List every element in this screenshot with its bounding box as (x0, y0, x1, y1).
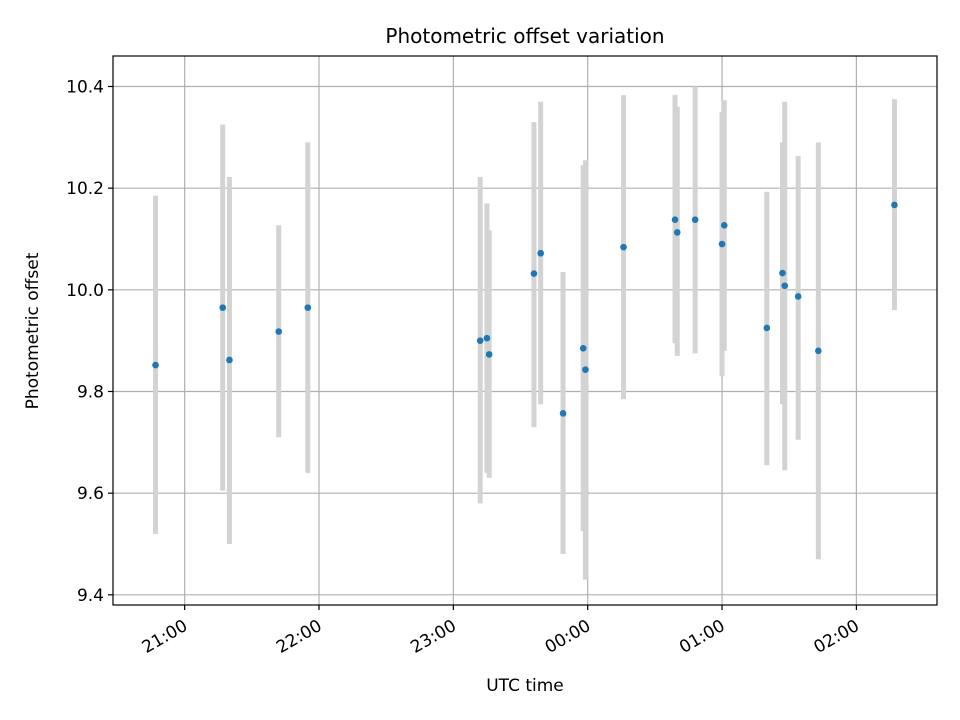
y-tick-label: 9.6 (77, 484, 104, 504)
y-tick-label: 9.8 (77, 383, 104, 403)
data-point (152, 361, 159, 369)
data-point (891, 201, 898, 209)
data-point (620, 243, 627, 251)
data-point (779, 269, 786, 277)
data-point (485, 351, 493, 358)
data-point (530, 270, 538, 277)
data-point (691, 216, 699, 223)
data-point (559, 410, 567, 417)
data-point (781, 282, 789, 290)
x-axis-label: UTC time (486, 676, 564, 696)
data-point (304, 304, 312, 311)
plot-frame (112, 55, 938, 606)
data-point (718, 240, 726, 248)
data-points (152, 201, 898, 417)
y-tick-label: 10.2 (66, 179, 104, 199)
data-point (579, 344, 587, 352)
data-point (673, 229, 681, 236)
data-point (219, 304, 227, 311)
data-point (582, 366, 589, 373)
data-point (275, 328, 282, 335)
y-axis-ticks: 9.4 9.6 9.8 10.0 10.2 10.4 (66, 78, 113, 606)
y-tick-label: 10.0 (66, 281, 104, 301)
data-point (720, 221, 728, 229)
y-tick-label: 10.4 (66, 78, 104, 98)
data-point (794, 293, 802, 300)
data-point (483, 334, 491, 342)
y-axis-label: Photometric offset (23, 252, 43, 409)
data-point (815, 347, 822, 355)
y-tick-label: 9.4 (77, 586, 104, 606)
data-point (763, 324, 771, 332)
chart-title: Photometric offset variation (385, 24, 664, 48)
data-point (671, 216, 679, 223)
data-point (476, 337, 484, 344)
data-point (537, 249, 544, 257)
data-point (226, 356, 233, 364)
